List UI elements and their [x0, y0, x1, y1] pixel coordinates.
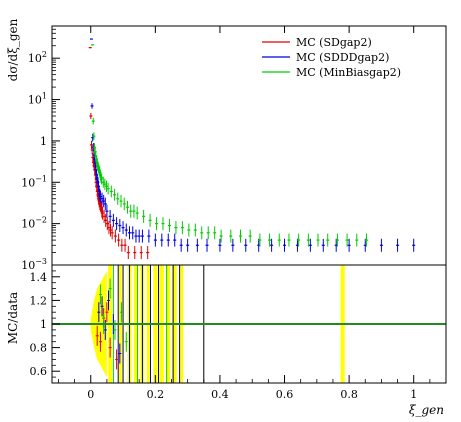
x-tick-label: 1 [410, 388, 417, 401]
ratio-y-axis-label: MC/data [6, 292, 20, 344]
y-tick-exponent: −1 [35, 174, 47, 183]
main-y-axis-label: dσ/dξ_gen [6, 18, 20, 81]
ratio-series-2 [97, 290, 122, 364]
ratio-panel: 1.4 1.2 1 0.8 0.6 0 0.2 0.4 0.6 0.8 1 MC/data ξ_ge… [6, 264, 447, 417]
ratio-y-tick-label: 0.8 [30, 342, 48, 355]
ratio-y-tick-label: 1.4 [30, 271, 48, 284]
ratio-plot-marks [52, 265, 446, 383]
y-tick-exponent: −3 [35, 257, 47, 266]
x-tick-label: 0 [87, 388, 94, 401]
legend-label: MC (SDgap2) [296, 36, 372, 49]
x-axis-label: ξ_gen [409, 403, 444, 417]
ratio-y-tick-label: 1 [40, 318, 47, 331]
legend-label: MC (MinBiasgap2) [296, 66, 401, 79]
legend: MC (SDgap2) MC (SDDDgap2) MC (MinBiasgap2) [262, 36, 401, 79]
ratio-content [52, 265, 446, 383]
y-tick-exponent: 1 [42, 92, 47, 101]
x-tick-label: 0.8 [340, 388, 358, 401]
y-tick-label: 1 [40, 135, 47, 148]
y-tick-label: 101 [28, 92, 47, 107]
ratio-axis-ticks: 1.4 1.2 1 0.8 0.6 0 0.2 0.4 0.6 0.8 1 [30, 264, 447, 401]
y-tick-label: 102 [28, 50, 47, 65]
series-1 [88, 47, 150, 260]
y-tick-label: 10−2 [21, 216, 47, 231]
legend-label: MC (SDDDgap2) [296, 51, 389, 64]
y-tick-exponent: 2 [42, 50, 47, 59]
y-tick-exponent: −2 [35, 216, 47, 225]
series-3 [91, 44, 368, 247]
ratio-y-tick-label: 1.2 [30, 294, 48, 307]
main-plot-marks [88, 38, 416, 260]
y-tick-label: 10−1 [21, 174, 47, 189]
ratio-y-tick-label: 0.6 [30, 365, 48, 378]
x-tick-label: 0.6 [276, 388, 294, 401]
x-tick-label: 0.2 [147, 388, 165, 401]
x-tick-label: 0.4 [211, 388, 229, 401]
y-tick-label: 10−3 [21, 257, 47, 272]
